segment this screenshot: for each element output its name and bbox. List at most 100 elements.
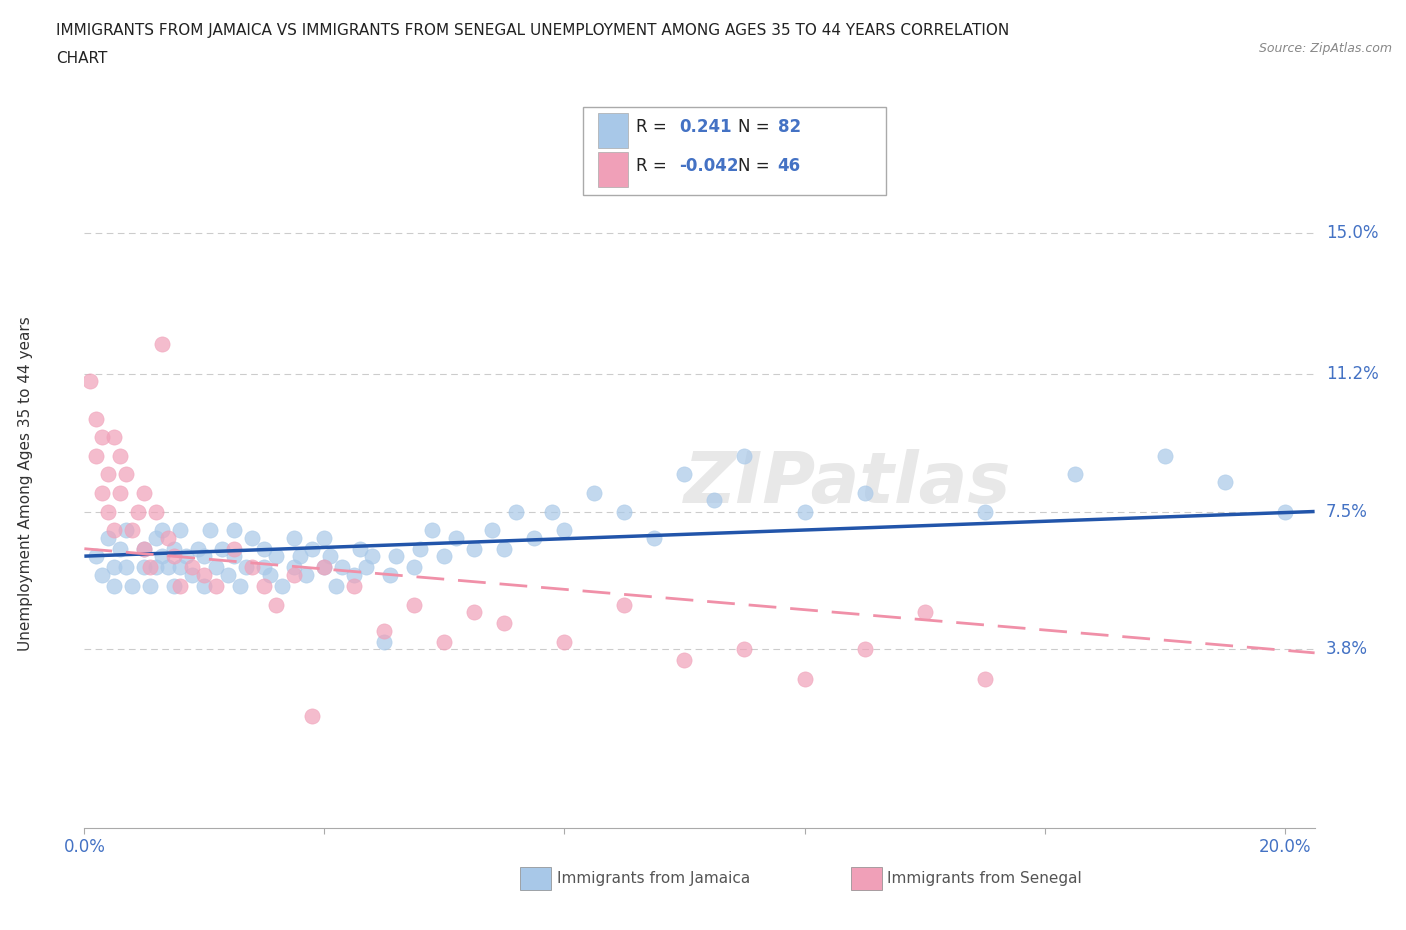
Point [283,530,305,545]
Point [1063,467,1085,482]
Point [404,597,426,612]
Point [163,549,186,564]
Point [853,485,876,500]
Point [422,523,444,538]
Point [115,560,138,575]
Text: 7.5%: 7.5% [1326,502,1368,521]
Point [235,560,257,575]
Point [259,567,281,582]
Point [157,530,180,545]
Text: R =: R = [636,118,672,136]
Point [91,430,114,445]
Point [433,634,456,649]
Text: Immigrants from Senegal: Immigrants from Senegal [887,871,1083,886]
Point [734,642,756,657]
Point [853,642,876,657]
Point [224,541,246,556]
Point [86,448,108,463]
Point [266,597,288,612]
Point [115,523,138,538]
Point [193,549,215,564]
Point [643,530,665,545]
Point [301,541,323,556]
Point [224,549,246,564]
Point [150,523,173,538]
Point [271,578,294,593]
Point [325,578,347,593]
Point [217,567,239,582]
Point [134,541,156,556]
Point [86,549,108,564]
Point [103,430,125,445]
Point [314,560,336,575]
Point [127,504,149,519]
Point [211,541,233,556]
Point [103,523,125,538]
Point [169,578,191,593]
Point [446,530,468,545]
Point [373,623,395,638]
Point [97,530,120,545]
Point [481,523,503,538]
Text: IMMIGRANTS FROM JAMAICA VS IMMIGRANTS FROM SENEGAL UNEMPLOYMENT AMONG AGES 35 TO: IMMIGRANTS FROM JAMAICA VS IMMIGRANTS FR… [56,23,1010,38]
Text: CHART: CHART [56,51,108,66]
Point [253,578,276,593]
Point [181,567,204,582]
Point [163,541,186,556]
Text: R =: R = [636,157,672,175]
Point [463,541,485,556]
Point [79,374,101,389]
Point [187,541,209,556]
Point [433,549,456,564]
Point [295,567,318,582]
Point [583,485,606,500]
Point [673,467,696,482]
Point [373,634,395,649]
Point [91,485,114,500]
Point [314,530,336,545]
Text: 15.0%: 15.0% [1326,223,1378,242]
Point [139,560,162,575]
Point [103,578,125,593]
Point [673,653,696,668]
Point [193,578,215,593]
Point [1274,504,1296,519]
Point [290,549,312,564]
Point [523,530,546,545]
Point [229,578,252,593]
Point [314,560,336,575]
Point [703,493,725,508]
Point [103,560,125,575]
Point [973,504,995,519]
Point [793,671,815,686]
Point [110,448,132,463]
Point [505,504,527,519]
Point [283,560,305,575]
Point [253,541,276,556]
Point [134,485,156,500]
Point [553,634,575,649]
Point [139,578,162,593]
Point [200,523,222,538]
Point [169,560,191,575]
Point [91,567,114,582]
Point [973,671,995,686]
Point [169,523,191,538]
Point [205,578,228,593]
Point [86,411,108,426]
Point [150,337,173,352]
Point [356,560,378,575]
Point [253,560,276,575]
Point [409,541,432,556]
Point [1153,448,1175,463]
Point [121,578,143,593]
Point [242,530,264,545]
Text: ZIPatlas: ZIPatlas [683,449,1011,518]
Text: N =: N = [738,157,775,175]
Point [97,504,120,519]
Point [283,567,305,582]
Point [541,504,564,519]
Point [385,549,408,564]
Point [793,504,815,519]
Point [301,709,323,724]
